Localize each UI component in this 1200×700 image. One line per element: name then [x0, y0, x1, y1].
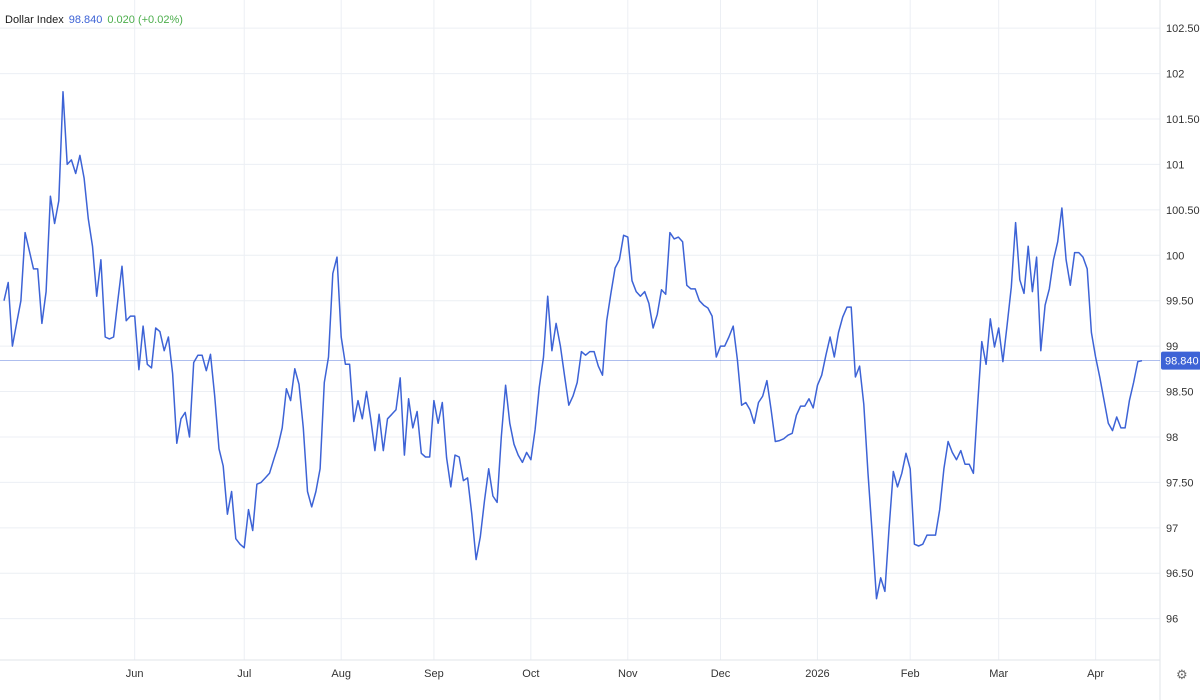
y-axis: 96 96.50 97 97.50 98 98.50 99 99.50 100 100.50 101…	[1159, 0, 1200, 700]
x-tick-label: Nov	[618, 668, 638, 680]
y-tick-label: 102	[1166, 69, 1184, 81]
last-price-label: 98.840	[1165, 356, 1199, 368]
y-tick-label: 97	[1166, 523, 1178, 535]
x-tick-label: Apr	[1087, 668, 1104, 680]
y-tick-label: 100.50	[1166, 205, 1200, 217]
x-tick-label: 2026	[805, 668, 829, 680]
series-line-dollar-index	[3, 91, 1143, 600]
y-tick-label: 96	[1166, 614, 1178, 626]
x-axis: Jun Jul Aug Sep Oct Nov Dec 2026 Feb Mar Apr	[0, 659, 1160, 680]
y-tick-label: 98	[1166, 432, 1178, 444]
x-tick-label: Jul	[237, 668, 251, 680]
y-tick-label: 101.50	[1166, 114, 1200, 126]
legend-price: 98.840	[68, 14, 103, 26]
x-tick-label: Mar	[989, 668, 1008, 680]
legend-symbol-name: Dollar Index	[5, 14, 64, 26]
y-tick-label: 98.50	[1166, 387, 1194, 399]
legend: Dollar Index 98.840 0.020 (+0.02%)	[5, 14, 188, 26]
y-tick-label: 96.50	[1166, 568, 1194, 580]
grid-lines	[0, 0, 1160, 660]
gear-icon[interactable]: ⚙	[1176, 667, 1188, 682]
y-tick-label: 102.50	[1166, 23, 1200, 35]
y-tick-label: 99.50	[1166, 296, 1194, 308]
y-tick-label: 99	[1166, 341, 1178, 353]
y-tick-label: 100	[1166, 250, 1184, 262]
x-tick-label: Sep	[424, 668, 444, 680]
x-tick-label: Jun	[126, 668, 144, 680]
legend-change: 0.020 (+0.02%)	[107, 14, 183, 26]
x-tick-label: Dec	[711, 668, 731, 680]
last-price-badge: 98.840	[1161, 351, 1200, 370]
y-tick-label: 101	[1166, 159, 1184, 171]
x-tick-label: Aug	[331, 668, 351, 680]
y-tick-label: 97.50	[1166, 477, 1194, 489]
x-tick-label: Feb	[901, 668, 920, 680]
x-tick-label: Oct	[522, 668, 539, 680]
last-price-badge-bg	[1161, 351, 1200, 370]
